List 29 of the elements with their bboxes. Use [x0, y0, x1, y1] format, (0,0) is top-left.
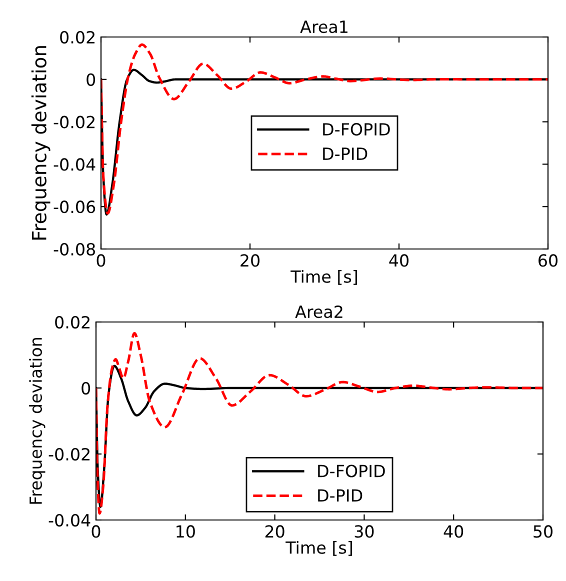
- y-tick-label: 0: [86, 73, 96, 86]
- x-tick-label: 10: [176, 525, 195, 538]
- x-tick-label: 60: [538, 254, 558, 267]
- y-axis-title: Frequency deviation: [29, 338, 46, 504]
- chart-title: Area2: [295, 305, 342, 318]
- x-tick-label: 20: [265, 525, 284, 538]
- legend-label: D-PID: [318, 489, 362, 502]
- legend-label: D-FOPID: [323, 122, 390, 136]
- y-tick-label: 0.02: [55, 316, 90, 329]
- x-tick-label: 30: [354, 525, 374, 538]
- y-tick-label: -0.04: [54, 158, 96, 171]
- legend-label: D-FOPID: [318, 464, 385, 478]
- y-tick-label: -0.04: [48, 514, 90, 527]
- x-tick-label: 0: [96, 254, 106, 267]
- y-tick-label: -0.08: [54, 242, 95, 256]
- y-axis-title: Frequency deviation: [31, 46, 50, 240]
- y-tick-label: -0.02: [54, 116, 94, 128]
- x-axis-title: Time [s]: [290, 270, 357, 285]
- y-tick-label: 0: [82, 382, 90, 395]
- chart-title: Area1: [300, 20, 348, 34]
- x-axis-title: Time [s]: [286, 540, 352, 556]
- y-tick-label: -0.06: [54, 200, 96, 214]
- x-tick-label: 20: [240, 254, 260, 267]
- x-tick-label: 50: [534, 525, 552, 538]
- y-tick-label: 0.02: [60, 30, 94, 44]
- y-tick-label: -0.02: [48, 448, 90, 461]
- x-tick-label: 40: [389, 254, 408, 267]
- legend-label: D-PID: [323, 148, 368, 160]
- x-tick-label: 40: [444, 525, 464, 538]
